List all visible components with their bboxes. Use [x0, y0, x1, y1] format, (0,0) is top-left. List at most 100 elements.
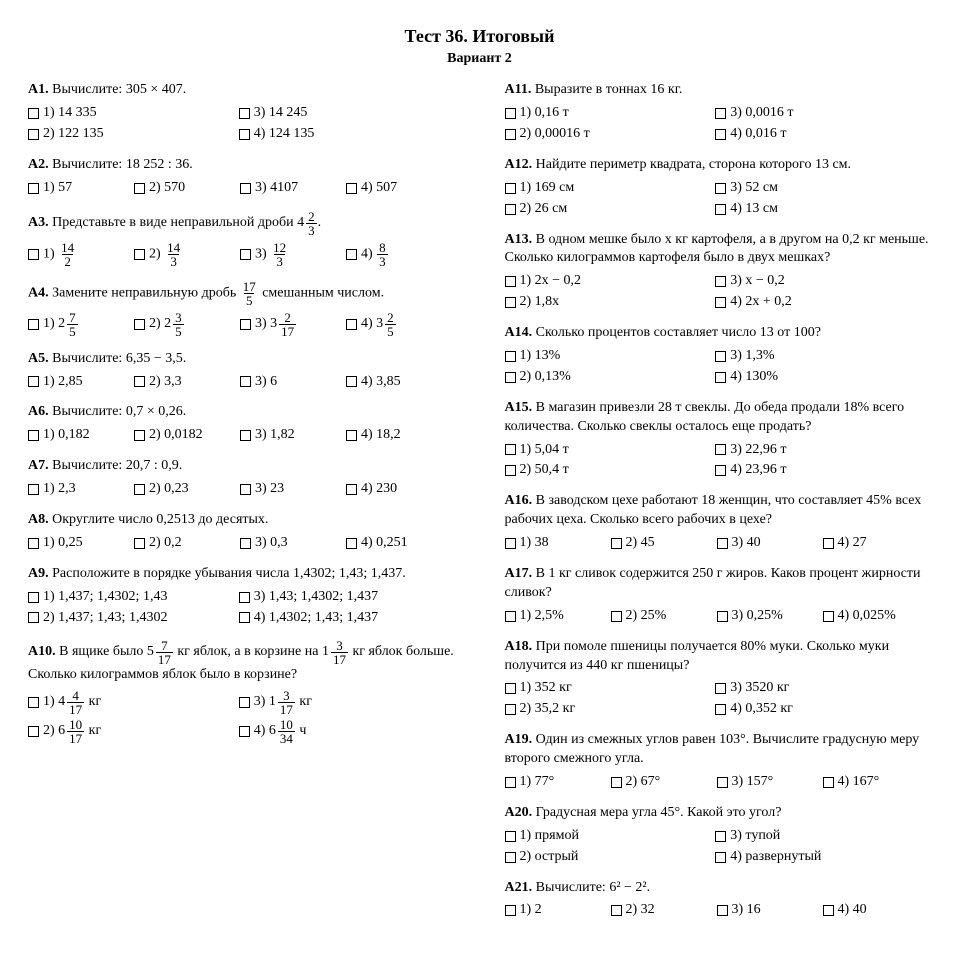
checkbox-icon[interactable]	[823, 905, 834, 916]
checkbox-icon[interactable]	[505, 538, 516, 549]
answer-option[interactable]: 1) 352 кг	[505, 679, 710, 698]
answer-option[interactable]: 1) 4417 кг	[28, 689, 233, 716]
checkbox-icon[interactable]	[505, 129, 516, 140]
checkbox-icon[interactable]	[505, 276, 516, 287]
checkbox-icon[interactable]	[611, 905, 622, 916]
checkbox-icon[interactable]	[239, 697, 250, 708]
answer-option[interactable]: 3) 14 245	[239, 104, 444, 123]
answer-option[interactable]: 2) 50,4 т	[505, 461, 710, 480]
checkbox-icon[interactable]	[717, 777, 728, 788]
answer-option[interactable]: 3) 6	[240, 373, 340, 392]
answer-option[interactable]: 1) 13%	[505, 347, 710, 366]
answer-option[interactable]: 3) 1,82	[240, 426, 340, 445]
answer-option[interactable]: 3) x − 0,2	[715, 272, 920, 291]
checkbox-icon[interactable]	[505, 465, 516, 476]
answer-option[interactable]: 3) 0,3	[240, 534, 340, 553]
answer-option[interactable]: 4) 325	[346, 311, 446, 338]
answer-option[interactable]: 4) 0,025%	[823, 607, 923, 626]
answer-option[interactable]: 1) 0,25	[28, 534, 128, 553]
checkbox-icon[interactable]	[346, 484, 357, 495]
checkbox-icon[interactable]	[715, 204, 726, 215]
answer-option[interactable]: 3) тупой	[715, 827, 920, 846]
checkbox-icon[interactable]	[240, 538, 251, 549]
checkbox-icon[interactable]	[611, 777, 622, 788]
checkbox-icon[interactable]	[239, 129, 250, 140]
answer-option[interactable]: 4) 27	[823, 534, 923, 553]
answer-option[interactable]: 2) 0,2	[134, 534, 234, 553]
checkbox-icon[interactable]	[505, 852, 516, 863]
answer-option[interactable]: 4) 3,85	[346, 373, 446, 392]
answer-option[interactable]: 2) 67°	[611, 773, 711, 792]
answer-option[interactable]: 3) 1317 кг	[239, 689, 444, 716]
checkbox-icon[interactable]	[715, 276, 726, 287]
checkbox-icon[interactable]	[823, 611, 834, 622]
answer-option[interactable]: 2) 35,2 кг	[505, 700, 710, 719]
checkbox-icon[interactable]	[134, 484, 145, 495]
checkbox-icon[interactable]	[239, 592, 250, 603]
checkbox-icon[interactable]	[505, 831, 516, 842]
answer-option[interactable]: 4) 0,016 т	[715, 125, 920, 144]
answer-option[interactable]: 3) 22,96 т	[715, 441, 920, 460]
checkbox-icon[interactable]	[505, 905, 516, 916]
answer-option[interactable]: 4) 18,2	[346, 426, 446, 445]
checkbox-icon[interactable]	[28, 430, 39, 441]
answer-option[interactable]: 1) 38	[505, 534, 605, 553]
checkbox-icon[interactable]	[715, 852, 726, 863]
checkbox-icon[interactable]	[346, 538, 357, 549]
checkbox-icon[interactable]	[823, 538, 834, 549]
checkbox-icon[interactable]	[346, 376, 357, 387]
answer-option[interactable]: 4) 124 135	[239, 125, 444, 144]
answer-option[interactable]: 4) развернутый	[715, 848, 920, 867]
checkbox-icon[interactable]	[28, 129, 39, 140]
answer-option[interactable]: 3) 3520 кг	[715, 679, 920, 698]
checkbox-icon[interactable]	[240, 249, 251, 260]
checkbox-icon[interactable]	[715, 351, 726, 362]
answer-option[interactable]: 1) прямой	[505, 827, 710, 846]
checkbox-icon[interactable]	[715, 683, 726, 694]
checkbox-icon[interactable]	[715, 183, 726, 194]
checkbox-icon[interactable]	[28, 319, 39, 330]
checkbox-icon[interactable]	[134, 319, 145, 330]
answer-option[interactable]: 1) 2	[505, 901, 605, 920]
answer-option[interactable]: 4) 23,96 т	[715, 461, 920, 480]
checkbox-icon[interactable]	[28, 697, 39, 708]
answer-option[interactable]: 4) 167°	[823, 773, 923, 792]
checkbox-icon[interactable]	[346, 430, 357, 441]
checkbox-icon[interactable]	[134, 249, 145, 260]
checkbox-icon[interactable]	[717, 538, 728, 549]
checkbox-icon[interactable]	[239, 612, 250, 623]
answer-option[interactable]: 2) 0,13%	[505, 368, 710, 387]
checkbox-icon[interactable]	[134, 538, 145, 549]
answer-option[interactable]: 1) 2x − 0,2	[505, 272, 710, 291]
checkbox-icon[interactable]	[240, 430, 251, 441]
checkbox-icon[interactable]	[505, 683, 516, 694]
checkbox-icon[interactable]	[717, 905, 728, 916]
checkbox-icon[interactable]	[346, 249, 357, 260]
checkbox-icon[interactable]	[505, 108, 516, 119]
checkbox-icon[interactable]	[134, 183, 145, 194]
answer-option[interactable]: 1) 2,85	[28, 373, 128, 392]
answer-option[interactable]: 1) 0,182	[28, 426, 128, 445]
answer-option[interactable]: 2) острый	[505, 848, 710, 867]
checkbox-icon[interactable]	[715, 831, 726, 842]
checkbox-icon[interactable]	[28, 249, 39, 260]
answer-option[interactable]: 1) 2,5%	[505, 607, 605, 626]
answer-option[interactable]: 4) 2x + 0,2	[715, 293, 920, 312]
answer-option[interactable]: 3) 4107	[240, 179, 340, 198]
answer-option[interactable]: 2) 0,23	[134, 480, 234, 499]
answer-option[interactable]: 1) 0,16 т	[505, 104, 710, 123]
answer-option[interactable]: 1) 169 см	[505, 179, 710, 198]
checkbox-icon[interactable]	[239, 726, 250, 737]
checkbox-icon[interactable]	[715, 108, 726, 119]
answer-option[interactable]: 4) 61034 ч	[239, 718, 444, 745]
answer-option[interactable]: 2) 0,0182	[134, 426, 234, 445]
answer-option[interactable]: 2) 32	[611, 901, 711, 920]
checkbox-icon[interactable]	[28, 183, 39, 194]
checkbox-icon[interactable]	[505, 777, 516, 788]
answer-option[interactable]: 2) 1,8x	[505, 293, 710, 312]
checkbox-icon[interactable]	[505, 297, 516, 308]
answer-option[interactable]: 3) 123	[240, 241, 340, 268]
answer-option[interactable]: 2) 25%	[611, 607, 711, 626]
checkbox-icon[interactable]	[28, 108, 39, 119]
answer-option[interactable]: 4) 0,352 кг	[715, 700, 920, 719]
